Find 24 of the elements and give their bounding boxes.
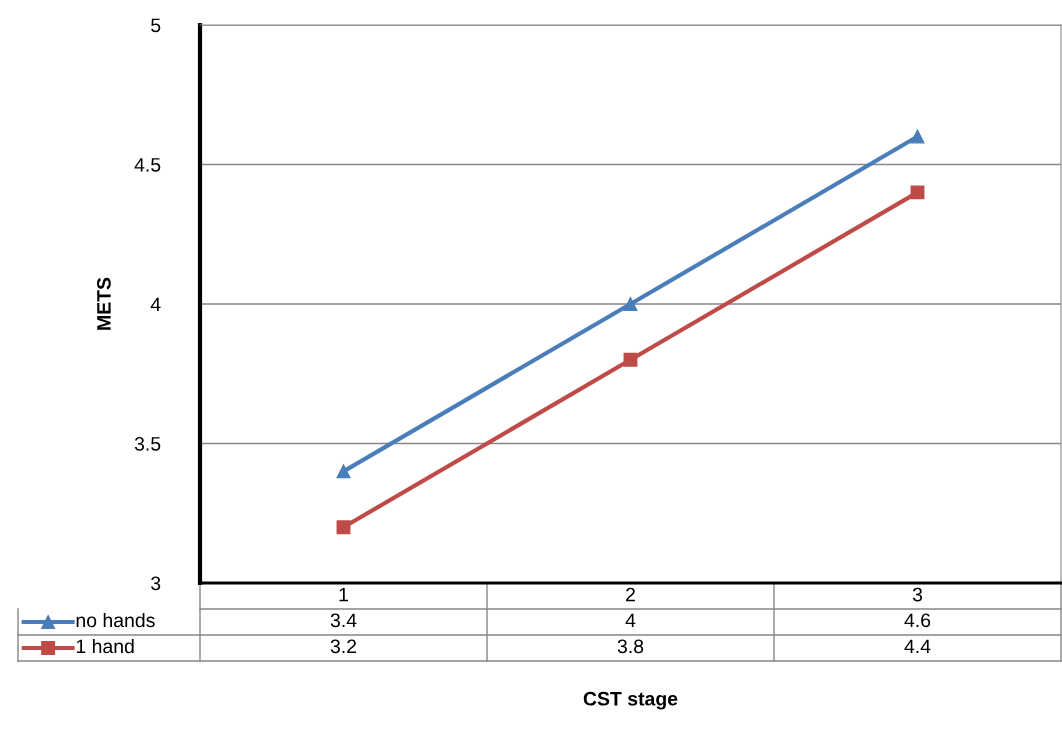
point [336,520,351,535]
data-label: 3.4 [330,613,357,628]
point [336,464,351,479]
point [910,129,925,144]
data-label: 3.8 [617,639,644,654]
y-tick-label: 3.5 [134,436,161,451]
y-tick-label: 5 [151,18,161,33]
data-label: 4 [625,613,636,628]
legend-label: no hands [76,612,155,628]
point [623,297,638,311]
x-axis-title: CST stage [583,691,678,710]
point [623,352,638,367]
y-tick-label: 4 [150,297,161,312]
x-tick-label: 2 [626,587,635,602]
legend-label: 1 hand [76,638,134,654]
y-tick-label: 4.5 [134,158,161,172]
data-label: 3.2 [330,639,357,654]
y-tick-label: 3 [151,576,161,591]
point [910,185,925,200]
data-label: 4.4 [904,639,931,654]
x-tick-label: 3 [912,587,923,602]
data-label: 4.6 [904,613,931,628]
y-axis-title: METS [97,277,111,330]
x-tick-label: 1 [339,587,348,602]
